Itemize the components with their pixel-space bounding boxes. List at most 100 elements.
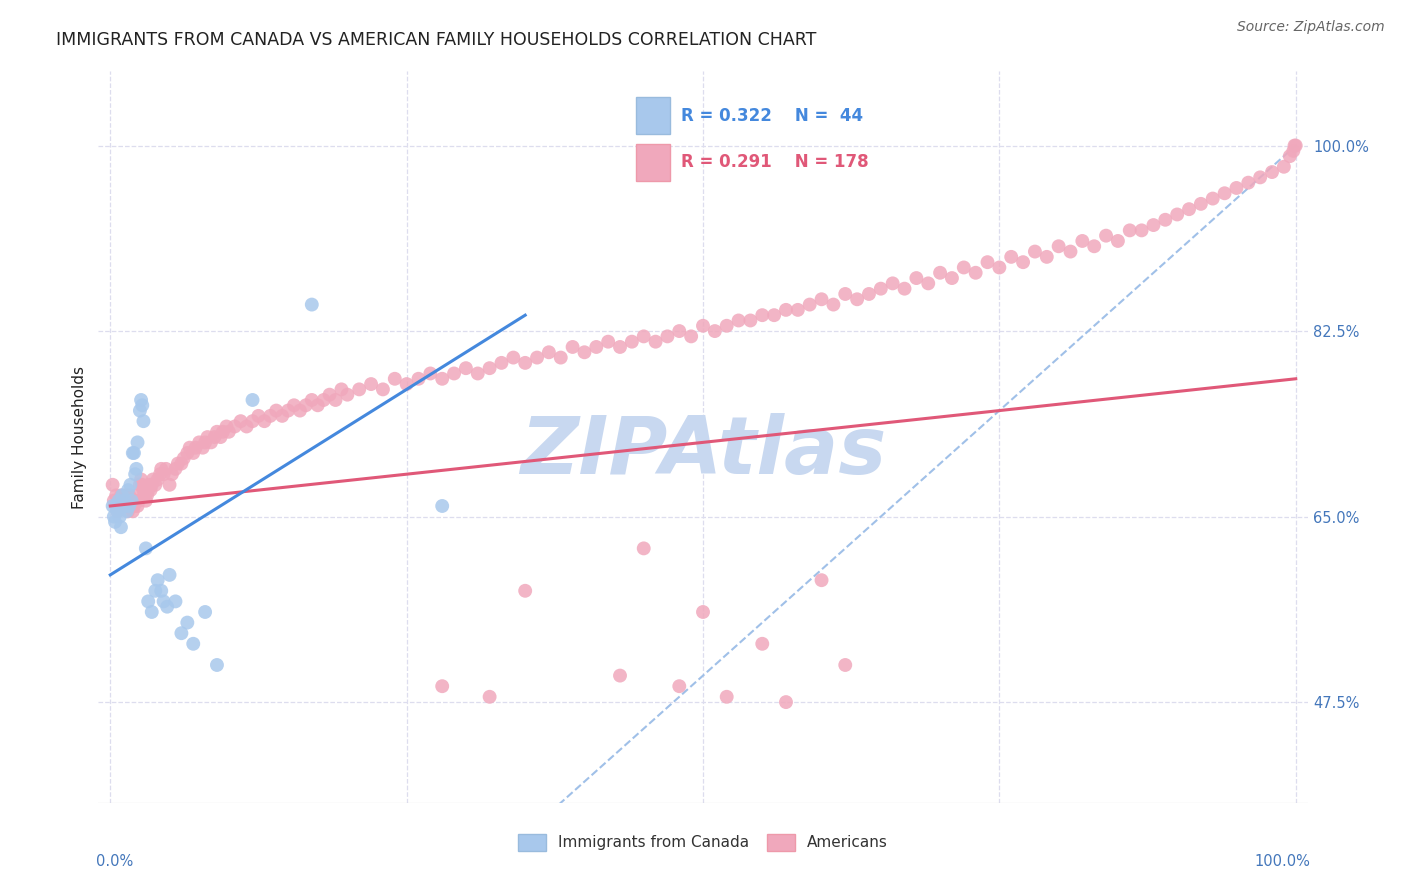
Point — [104, 515, 127, 529]
Point — [454, 361, 477, 376]
Point — [846, 293, 869, 307]
Point — [1012, 255, 1035, 269]
Point — [620, 334, 643, 349]
Legend: Immigrants from Canada, Americans: Immigrants from Canada, Americans — [512, 828, 894, 857]
Point — [869, 282, 891, 296]
Point — [124, 467, 146, 482]
Point — [259, 409, 281, 423]
Point — [205, 425, 228, 439]
Point — [194, 605, 217, 619]
Point — [131, 477, 153, 491]
Point — [1261, 165, 1284, 179]
Point — [200, 435, 222, 450]
Point — [644, 334, 666, 349]
Point — [550, 351, 572, 365]
Point — [929, 266, 952, 280]
Point — [965, 266, 987, 280]
Point — [681, 329, 703, 343]
Point — [1119, 223, 1142, 237]
Point — [609, 340, 631, 354]
Point — [336, 387, 359, 401]
Point — [295, 398, 318, 412]
Point — [105, 504, 128, 518]
Point — [165, 462, 187, 476]
Point — [150, 583, 173, 598]
Point — [129, 403, 152, 417]
Point — [170, 626, 193, 640]
Point — [121, 504, 143, 518]
Point — [124, 493, 146, 508]
Point — [115, 493, 138, 508]
Point — [143, 583, 166, 598]
Point — [136, 488, 159, 502]
Point — [775, 695, 797, 709]
Point — [204, 430, 226, 444]
Point — [166, 457, 188, 471]
Point — [194, 435, 217, 450]
Point — [128, 493, 150, 508]
Point — [1142, 218, 1164, 232]
Point — [574, 345, 596, 359]
Point — [834, 658, 856, 673]
Point — [283, 398, 305, 412]
Point — [120, 477, 142, 491]
Point — [288, 403, 311, 417]
Point — [371, 383, 394, 397]
Point — [330, 383, 353, 397]
Point — [633, 329, 655, 343]
Point — [152, 594, 174, 608]
Point — [229, 414, 252, 428]
Point — [253, 414, 276, 428]
Point — [952, 260, 974, 275]
Point — [478, 690, 501, 704]
Point — [858, 287, 880, 301]
Point — [408, 372, 430, 386]
Point — [146, 573, 169, 587]
Point — [432, 679, 454, 693]
Point — [1166, 207, 1188, 221]
Point — [129, 473, 152, 487]
Point — [360, 377, 382, 392]
Point — [139, 483, 162, 497]
Point — [264, 403, 287, 417]
Point — [1059, 244, 1081, 259]
Point — [159, 567, 181, 582]
Point — [212, 425, 235, 439]
Point — [763, 308, 786, 322]
Point — [114, 493, 136, 508]
Point — [443, 367, 465, 381]
Point — [138, 477, 160, 491]
Point — [129, 392, 152, 407]
Point — [1237, 176, 1260, 190]
Point — [105, 499, 128, 513]
Point — [142, 473, 165, 487]
Point — [905, 271, 928, 285]
Point — [1154, 212, 1177, 227]
Point — [242, 414, 264, 428]
Point — [122, 499, 145, 513]
Point — [120, 499, 142, 513]
Point — [419, 367, 441, 381]
Point — [432, 372, 454, 386]
Point — [160, 467, 183, 482]
Point — [893, 282, 915, 296]
Point — [114, 499, 136, 513]
Point — [103, 509, 125, 524]
Point — [1249, 170, 1271, 185]
Point — [301, 297, 323, 311]
Point — [114, 488, 136, 502]
Point — [181, 446, 204, 460]
Point — [716, 690, 738, 704]
Point — [810, 573, 832, 587]
Point — [191, 441, 214, 455]
Point — [1047, 239, 1070, 253]
Point — [1130, 223, 1153, 237]
Point — [1272, 160, 1295, 174]
Point — [108, 493, 131, 508]
Point — [1024, 244, 1046, 259]
Point — [751, 308, 773, 322]
Point — [132, 483, 155, 497]
Point — [209, 430, 232, 444]
Point — [1083, 239, 1105, 253]
Point — [247, 409, 270, 423]
